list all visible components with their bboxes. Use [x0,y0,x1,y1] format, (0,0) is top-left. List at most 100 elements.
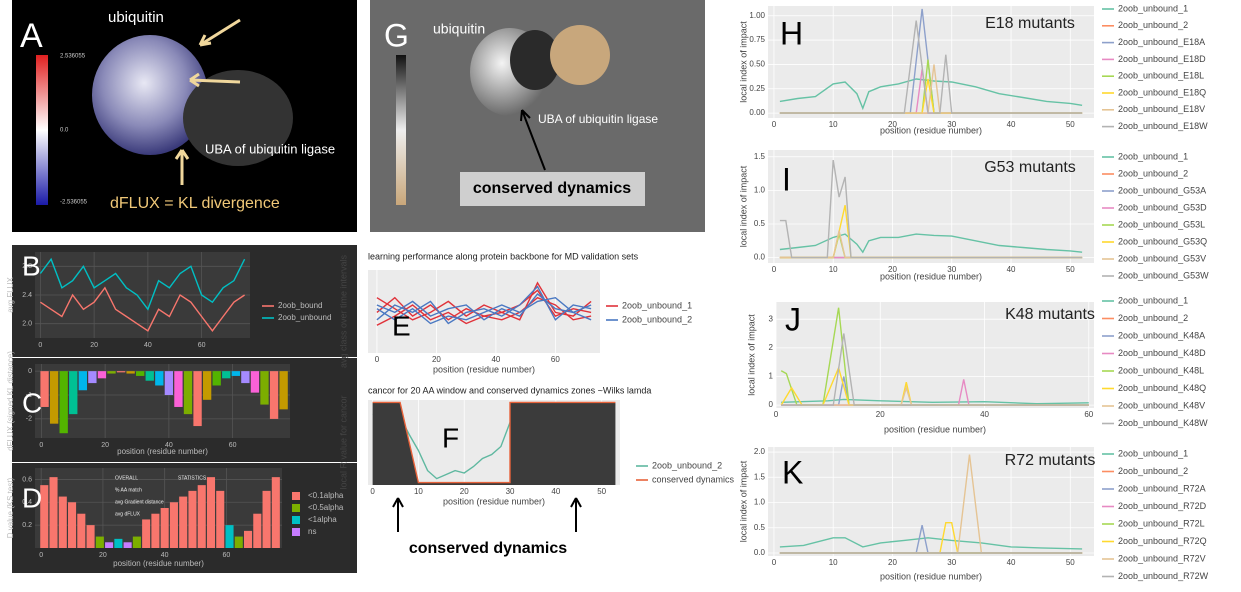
x-tick-label: 30 [947,120,956,129]
molecule [92,35,208,155]
x-tick-label: 20 [888,265,897,274]
line [781,333,1089,406]
legend-label: 2oob_unbound_G53Q [1118,236,1207,246]
x-axis-label: position (residue number) [117,447,208,456]
y-tick-label: 0.50 [749,60,765,69]
scale-label: 0.0 [60,128,69,134]
legend-label: 2oob_unbound_2 [1118,168,1188,178]
chart: 0.0 0.5 1.0 1.5 2.0 0 10 20 30 40 50 local index of… [738,447,1209,581]
legend-label: 2oob_unbound_E18L [1118,71,1204,81]
panel-label: K [782,454,803,490]
x-tick-label: 10 [414,487,423,496]
legend-label: 2oob_unbound_G53V [1118,253,1206,263]
y-axis-label: local index of impact [738,21,748,103]
panel-g: G ubiquitin UBA of ubiquitin ligase cons… [370,0,705,232]
legend-label: 2oob_unbound_E18W [1118,121,1208,131]
molecule [550,25,610,85]
x-axis-label: position (residue number) [880,571,982,581]
arrow [174,149,190,185]
y-tick-label: -1 [26,392,32,399]
line [39,257,246,311]
y-axis-label: local index of impact [746,314,756,396]
arrow [198,18,241,47]
bar [260,371,269,405]
bar [68,502,77,548]
line [372,401,616,484]
y-tick-label: 3 [769,314,774,323]
legend-label: 2oob_unbound_1 [1118,295,1188,305]
x-axis-label: position (residue number) [113,559,204,568]
legend-label: 2oob_unbound_1 [1118,3,1188,13]
x-tick-label: 20 [876,410,885,419]
x-tick-label: 40 [1007,120,1016,129]
bar [78,371,87,391]
legend-label: 2oob_unbound_K48D [1118,348,1206,358]
y-axis-label: local R value for cancor [338,395,348,489]
bar [142,519,151,548]
y-tick-label: 0.75 [749,35,765,44]
x-tick-label: 40 [161,552,169,559]
chart: 0 10 20 30 40 50 local R value for cancor posit… [338,385,734,506]
x-tick-label: 60 [198,342,206,349]
chart-title: E18 mutants [985,15,1075,32]
legend-label: 2oob_unbound_2 [652,460,722,470]
y-tick-label: 1.5 [754,472,766,481]
x-tick-label: 20 [460,487,469,496]
bar [88,371,97,384]
area-fill [372,402,616,485]
bar [253,513,262,548]
x-tick-label: 20 [432,355,441,364]
bar [123,542,132,548]
y-axis-label: avg FLUX [6,277,15,313]
x-tick-label: 0 [39,442,43,449]
y-tick-label: 2.4 [22,292,32,299]
legend-label: 2oob_unbound_G53A [1118,185,1206,195]
x-tick-label: 40 [551,487,560,496]
annotation: avg Gradient distance [115,499,164,505]
plot-background [768,150,1094,263]
chart-title: K48 mutants [1005,306,1095,323]
arrow [392,497,404,532]
panel-label: H [780,15,803,51]
x-tick-label: 60 [551,355,560,364]
x-axis-label: position (residue number) [443,496,545,506]
y-tick-label: 1.0 [754,498,766,507]
bar [279,371,288,410]
x-tick-label: 20 [888,120,897,129]
legend-label: 2oob_unbound_R72L [1118,518,1205,528]
legend-label: 2oob_unbound_K48A [1118,330,1205,340]
bar [241,371,250,384]
chart: 2.0 2.4 2.8 0 20 40 60 avg FLUX 2oob_bound 2oob_u… [6,245,357,357]
bar [197,485,206,548]
y-tick-label: 0.6 [22,476,32,483]
bar [202,371,212,400]
x-tick-label: 10 [829,558,838,567]
x-tick-label: 50 [1066,265,1075,274]
x-tick-label: 50 [1066,558,1075,567]
molecule-label: UBA of ubiquitin ligase [205,141,335,156]
bar [107,371,116,374]
arrow [520,109,546,171]
bar [136,371,145,376]
y-tick-label: 0.5 [754,523,766,532]
bar [155,371,164,386]
x-tick-label: 20 [888,558,897,567]
bar [40,485,49,548]
bar [169,502,178,548]
legend-label: 2oob_unbound_1 [1118,151,1188,161]
legend-swatch [292,528,300,536]
bar [40,371,49,407]
y-tick-label: 0.0 [754,548,766,557]
legend-label: 2oob_unbound_K48L [1118,365,1204,375]
y-tick-label: 0 [769,400,774,409]
line [779,159,1083,259]
x-tick-label: 40 [165,442,173,449]
bar [145,371,154,381]
y-tick-label: 0 [28,368,32,375]
y-axis-label: avg class over time intervals [338,254,348,368]
chart-title: learning performance along protein backb… [368,251,639,261]
legend-label: 2oob_unbound_G53D [1118,202,1207,212]
legend-label: 2oob_unbound_G53W [1118,270,1209,280]
y-tick-label: 0.0 [754,253,766,262]
